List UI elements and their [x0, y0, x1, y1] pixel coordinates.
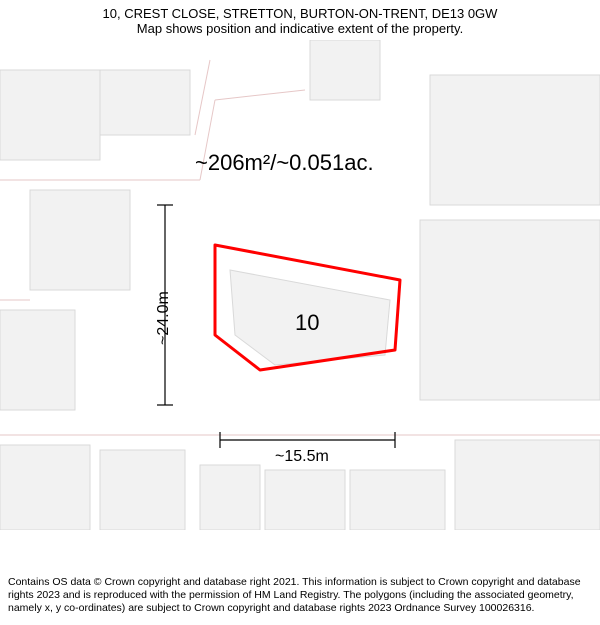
building-outline — [100, 450, 185, 530]
map-header: 10, CREST CLOSE, STRETTON, BURTON-ON-TRE… — [0, 0, 600, 38]
building-outline — [430, 75, 600, 205]
building-outline — [420, 220, 600, 400]
building-outline — [30, 190, 130, 290]
building-outline — [200, 465, 260, 530]
building-outline — [455, 440, 600, 530]
height-dimension-label: ~24.0m — [155, 291, 173, 345]
building-outline — [350, 470, 445, 530]
map-subtitle: Map shows position and indicative extent… — [10, 21, 590, 36]
building-outline — [310, 40, 380, 100]
map-area: ~206m²/~0.051ac. ~24.0m ~15.5m 10 — [0, 40, 600, 530]
building-outline — [0, 310, 75, 410]
building-outline — [265, 470, 345, 530]
area-label: ~206m²/~0.051ac. — [195, 150, 374, 176]
building-outline — [100, 70, 190, 135]
plot-number-label: 10 — [295, 310, 319, 336]
building-outline — [0, 445, 90, 530]
width-dimension-label: ~15.5m — [275, 448, 329, 466]
copyright-footer: Contains OS data © Crown copyright and d… — [0, 570, 600, 625]
address-title: 10, CREST CLOSE, STRETTON, BURTON-ON-TRE… — [10, 6, 590, 21]
building-outline — [0, 70, 100, 160]
